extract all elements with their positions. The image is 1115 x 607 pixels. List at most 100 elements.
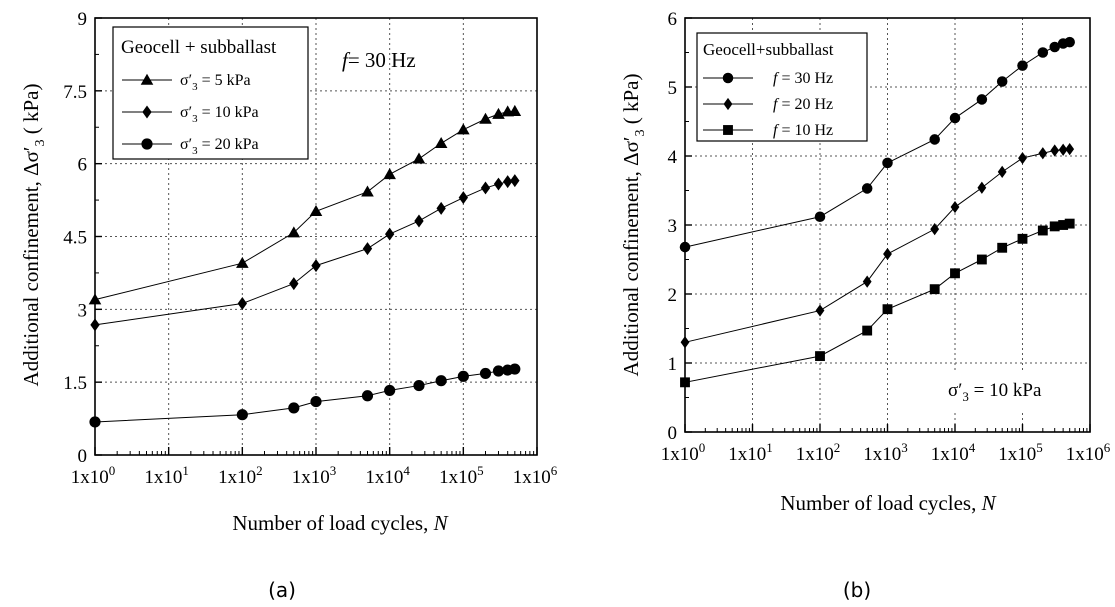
data-point — [996, 76, 1008, 87]
data-point — [976, 254, 987, 265]
annotation-bg-b — [945, 370, 1075, 410]
legend-marker-triangle — [140, 73, 154, 85]
legend-label: f = 20 Hz — [773, 96, 833, 113]
data-point — [479, 367, 492, 380]
data-point — [509, 363, 521, 375]
legend-marker-diamond — [142, 105, 152, 119]
legend-title-b: Geocell+subballast — [703, 40, 834, 59]
y-tick-label: 0 — [668, 423, 678, 444]
tick-layer-a: 0 1.5 3 4.5 6 7.5 9 1x100 1x101 1x102 1x103 1x104 1x… — [63, 9, 558, 488]
data-point — [815, 351, 825, 362]
data-point — [457, 370, 469, 382]
data-point — [1050, 144, 1060, 157]
series-line — [94, 368, 515, 423]
series-line — [684, 148, 1070, 343]
legend-marker-diamond — [723, 97, 733, 111]
data-point — [458, 191, 468, 205]
data-point — [1037, 47, 1049, 58]
legend-label: f = 10 Hz — [773, 122, 833, 139]
y-tick-label: 3 — [78, 300, 88, 321]
legend-box-a — [112, 26, 309, 160]
data-point — [479, 112, 492, 124]
data-point — [1049, 41, 1060, 53]
data-point — [288, 402, 300, 414]
data-point — [950, 268, 960, 279]
series-b-3 — [680, 218, 1075, 388]
data-point — [1017, 233, 1028, 244]
legend-item: f = 20 Hz — [703, 96, 833, 113]
data-point — [413, 379, 425, 392]
data-point — [997, 242, 1008, 253]
data-point — [997, 165, 1007, 178]
data-point — [1037, 225, 1048, 236]
x-tick-label: 1x106 — [513, 463, 558, 488]
y-axis-label-b: Additional confinement, Δσ′3 ( kPa) — [619, 74, 648, 377]
legend-label: σ′3 = 10 kPa — [180, 104, 259, 125]
data-point — [412, 152, 426, 164]
annotation-confinement-b: σ′3 = 10 kPa — [948, 380, 1042, 404]
y-tick-label: 9 — [78, 9, 88, 30]
data-point — [815, 304, 825, 317]
legend-marker-circle — [141, 138, 153, 150]
legend-item: σ′3 = 20 kPa — [122, 136, 259, 157]
data-point — [949, 112, 961, 124]
series-a-2 — [90, 174, 520, 332]
x-axis-label-a: Number of load cycles, N — [232, 511, 448, 535]
legend-item: f = 30 Hz — [703, 70, 833, 87]
legend-item: σ′3 = 5 kPa — [122, 72, 251, 93]
x-tick-label: 1x105 — [998, 440, 1043, 465]
grid-a — [95, 18, 537, 455]
data-point — [929, 134, 940, 145]
x-tick-label: 1x102 — [218, 463, 262, 488]
legend-item: f = 10 Hz — [703, 122, 833, 139]
legend-label: f = 30 Hz — [773, 70, 833, 87]
data-point — [862, 275, 872, 288]
y-tick-label: 6 — [668, 9, 678, 30]
grid-b — [685, 18, 1090, 432]
series-a-1 — [88, 104, 522, 305]
y-tick-label: 7.5 — [63, 82, 87, 103]
data-point — [882, 304, 893, 315]
y-tick-label: 4.5 — [63, 228, 87, 249]
series-line — [684, 223, 1070, 383]
x-tick-label: 1x103 — [292, 463, 337, 488]
data-point — [1038, 147, 1048, 160]
x-tick-label: 1x103 — [863, 440, 908, 465]
data-point — [237, 297, 247, 310]
data-point — [311, 259, 321, 273]
data-point — [492, 365, 505, 377]
panel-label-a: (a) — [268, 578, 296, 602]
data-point — [236, 409, 248, 421]
data-point — [383, 168, 396, 180]
chart-panel-b: 0 1 2 3 4 5 6 1x100 1x101 1x102 1x103 1x104 1x105 1x1… — [619, 9, 1111, 602]
data-point — [977, 181, 987, 194]
data-point — [814, 211, 826, 222]
y-tick-label: 1.5 — [63, 373, 87, 394]
legend-label: σ′3 = 5 kPa — [180, 72, 251, 93]
x-tick-label: 1x100 — [71, 463, 116, 488]
data-point — [361, 185, 374, 197]
chart-panel-a: 0 1.5 3 4.5 6 7.5 9 1x100 1x101 1x102 1x103 1x104 1x… — [19, 9, 558, 602]
y-tick-label: 0 — [78, 446, 88, 467]
y-tick-label: 5 — [668, 78, 678, 99]
data-point — [480, 181, 491, 195]
data-point — [289, 277, 299, 291]
data-point — [1064, 218, 1075, 229]
tick-layer-b: 0 1 2 3 4 5 6 1x100 1x101 1x102 1x103 1x104 1x105 1x1… — [661, 9, 1111, 465]
data-point — [861, 183, 873, 194]
legend-label: σ′3 = 20 kPa — [180, 136, 259, 157]
legend-title-a: Geocell + subballast — [121, 37, 277, 58]
data-point — [882, 157, 893, 169]
data-point — [309, 204, 323, 216]
legend-box-b — [696, 32, 868, 142]
data-point — [434, 136, 448, 148]
data-point — [385, 227, 395, 241]
y-tick-label: 3 — [668, 216, 678, 237]
x-tick-label: 1x102 — [796, 440, 841, 465]
series-layer-a — [88, 104, 522, 428]
data-point — [493, 177, 504, 191]
data-point — [976, 94, 988, 105]
data-point — [362, 242, 373, 256]
data-point — [929, 284, 940, 295]
legend-items-b: f = 30 Hz f = 20 Hz f = 10 Hz — [703, 70, 833, 139]
